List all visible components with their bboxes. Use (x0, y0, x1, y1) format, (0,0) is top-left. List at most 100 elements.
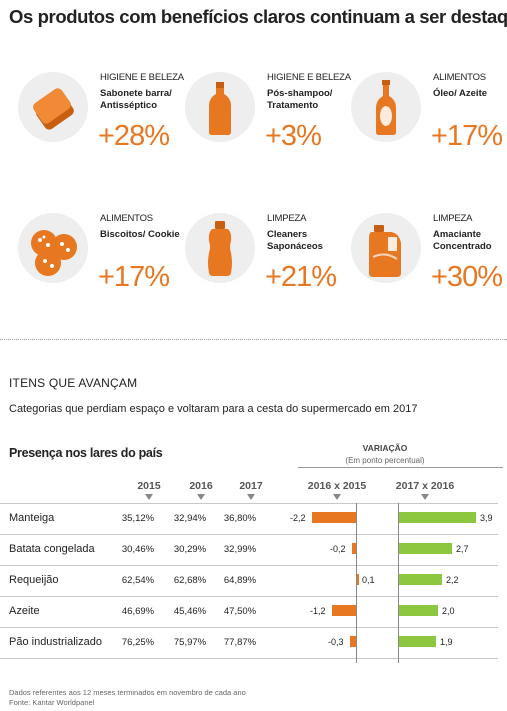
table-row: Azeite 46,69% 45,46% 47,50% -1,2 2,0 (0, 596, 498, 628)
variation-bar-1615 (332, 605, 356, 616)
variation-rule (298, 467, 503, 468)
column-header: 2015 (137, 480, 161, 492)
row-label: Requeijão (9, 574, 59, 586)
card-change: +17% (431, 120, 503, 152)
row-value: 62,54% (121, 575, 155, 586)
column-header: 2016 x 2015 (307, 480, 367, 492)
sort-arrow-icon (421, 494, 429, 500)
table-title: Presença nos lares do país (9, 446, 163, 460)
variation-label-1615: -2,2 (290, 513, 306, 523)
table-row: Manteiga 35,12% 32,94% 36,80% -2,2 3,9 (0, 503, 498, 535)
row-label: Manteiga (9, 512, 55, 524)
table-row: Requeijão 62,54% 62,68% 64,89% 0,1 2,2 (0, 565, 498, 597)
variation-label-1615: -0,3 (328, 637, 344, 647)
footnote: Dados referentes aos 12 meses terminados… (9, 688, 246, 697)
sort-arrow-icon (145, 494, 153, 500)
variation-label-1615: -1,2 (310, 606, 326, 616)
bottle-icon (209, 82, 231, 135)
soap-bar-icon (33, 88, 74, 130)
row-value: 32,99% (223, 544, 257, 555)
card-category: HIGIENE E BELEZA (100, 72, 184, 83)
row-value: 75,97% (173, 637, 207, 648)
variation-bar-1716 (398, 543, 452, 554)
product-card: ALIMENTOS Biscoitos/ Cookie +17% (18, 213, 180, 323)
card-category: LIMPEZA (267, 213, 307, 224)
oil-bottle-icon (376, 80, 396, 135)
variation-label-1716: 2,2 (446, 575, 459, 585)
card-category: LIMPEZA (433, 213, 473, 224)
product-card: LIMPEZA Amaciante Concentrado +30% (351, 213, 507, 323)
column-header: 2017 x 2016 (395, 480, 455, 492)
table-row: Pão industrializado 76,25% 75,97% 77,87% -0,… (0, 627, 498, 659)
column-header: 2017 (239, 480, 263, 492)
card-category: ALIMENTOS (433, 72, 486, 83)
variation-bar-1615 (352, 543, 356, 554)
variation-bar-1716 (398, 574, 442, 585)
card-product: Sabonete barra/ Antisséptico (100, 88, 172, 111)
row-value: 46,69% (121, 606, 155, 617)
product-card: HIGIENE E BELEZA Sabonete barra/ Antissé… (18, 72, 184, 182)
row-value: 64,89% (223, 575, 257, 586)
icon-circle (185, 72, 255, 142)
variation-bar-1716 (398, 512, 476, 523)
card-product: Amaciante Concentrado (433, 229, 492, 252)
card-change: +21% (265, 261, 337, 293)
icon-circle (351, 72, 421, 142)
sort-arrow-icon (333, 494, 341, 500)
card-change: +17% (98, 261, 170, 293)
sort-arrow-icon (247, 494, 255, 500)
card-change: +30% (431, 261, 503, 293)
row-value: 62,68% (173, 575, 207, 586)
row-value: 32,94% (173, 513, 207, 524)
variation-subtitle: (Em ponto percentual) (345, 456, 425, 465)
icon-circle (351, 213, 421, 283)
cookies-icon (31, 230, 77, 276)
column-header: 2016 (189, 480, 213, 492)
variation-label-1615: 0,1 (362, 575, 375, 585)
source: Fonte: Kantar Worldpanel (9, 698, 95, 707)
card-product: Cleaners Saponáceos (267, 229, 323, 252)
row-value: 35,12% (121, 513, 155, 524)
icon-circle (185, 213, 255, 283)
variation-bar-1615 (312, 512, 356, 523)
row-value: 36,80% (223, 513, 257, 524)
card-product: Biscoitos/ Cookie (100, 229, 180, 240)
card-product: Pós-shampoo/ Tratamento (267, 88, 333, 111)
variation-label-1716: 2,7 (456, 544, 469, 554)
section-title: ITENS QUE AVANÇAM (9, 376, 138, 390)
row-label: Pão industrializado (9, 636, 102, 648)
card-change: +28% (98, 120, 170, 152)
row-label: Batata congelada (9, 543, 95, 555)
section-subtitle: Categorias que perdiam espaço e voltaram… (9, 403, 418, 415)
variation-label-1716: 3,9 (480, 513, 493, 523)
card-category: ALIMENTOS (100, 213, 153, 224)
product-card: ALIMENTOS Óleo/ Azeite +17% (351, 72, 507, 182)
variation-bar-1615 (356, 574, 359, 585)
variation-bar-1716 (398, 636, 436, 647)
product-card: LIMPEZA Cleaners Saponáceos +21% (185, 213, 345, 323)
icon-circle (18, 213, 88, 283)
variation-bar-1615 (350, 636, 356, 647)
product-card: HIGIENE E BELEZA Pós-shampoo/ Tratamento… (185, 72, 351, 182)
variation-label-1716: 1,9 (440, 637, 453, 647)
axis-line-1716 (398, 503, 399, 663)
row-label: Azeite (9, 605, 40, 617)
variation-title: VARIAÇÃO (362, 443, 408, 453)
page-title: Os produtos com benefícios claros contin… (9, 6, 507, 27)
card-change: +3% (265, 120, 322, 152)
cleaner-bottle-icon (208, 221, 232, 276)
sort-arrow-icon (197, 494, 205, 500)
axis-line-1615 (356, 503, 357, 663)
variation-bar-1716 (398, 605, 438, 616)
table-end-rule (0, 658, 498, 659)
row-value: 45,46% (173, 606, 207, 617)
softener-jug-icon (369, 225, 401, 277)
card-product: Óleo/ Azeite (433, 88, 488, 99)
table-row: Batata congelada 30,46% 30,29% 32,99% -0,2 2,… (0, 534, 498, 566)
icon-circle (18, 72, 88, 142)
row-value: 76,25% (121, 637, 155, 648)
row-value: 77,87% (223, 637, 257, 648)
row-value: 30,46% (121, 544, 155, 555)
row-value: 30,29% (173, 544, 207, 555)
row-value: 47,50% (223, 606, 257, 617)
